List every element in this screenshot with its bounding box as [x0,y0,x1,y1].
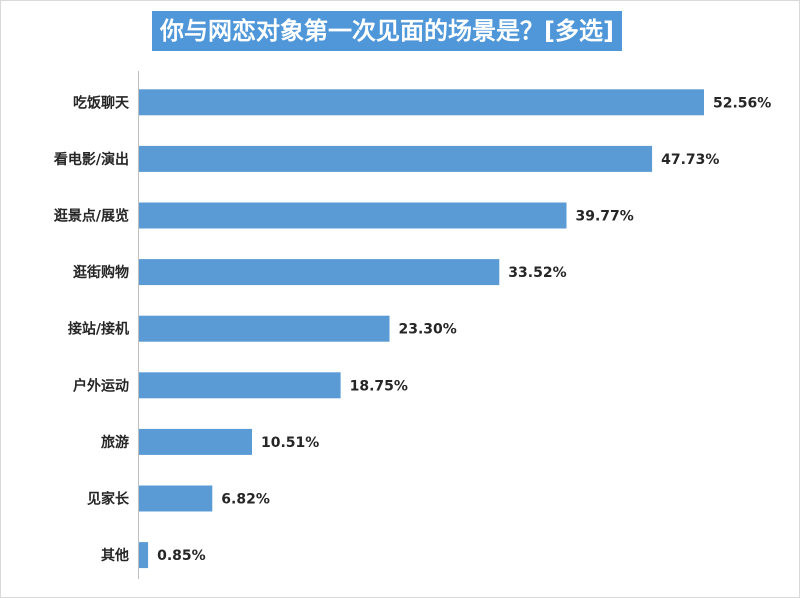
category-label-1: 看电影/演出 [53,151,129,168]
bar-0 [139,89,704,116]
value-label-7: 6.82% [221,492,270,508]
value-label-0: 52.56% [713,95,771,111]
bar-7 [139,485,213,512]
bar-5 [139,372,341,399]
category-label-5: 户外运动 [73,377,129,394]
bar-8 [139,542,149,569]
category-label-3: 逛街购物 [73,264,129,281]
bar-4 [139,315,390,342]
category-label-0: 吃饭聊天 [73,94,130,111]
chart-title: 你与网恋对象第一次见面的场景是？[多选] [152,11,622,51]
value-label-1: 47.73% [661,152,719,168]
bars-group [139,89,704,569]
bar-6 [139,428,252,455]
category-label-7: 见家长 [87,491,130,508]
value-label-4: 23.30% [399,322,457,338]
value-label-5: 18.75% [350,378,408,394]
value-label-6: 10.51% [261,435,319,451]
value-label-8: 0.85% [157,548,206,564]
category-label-2: 逛景点/展览 [54,208,129,225]
value-labels-group: 52.56% 47.73% 39.77% 33.52% 23.30% 18.75% 10.5… [157,95,771,564]
bar-2 [139,202,567,229]
bar-3 [139,259,500,286]
value-label-2: 39.77% [576,209,634,225]
category-label-6: 旅游 [101,434,129,451]
bar-1 [139,145,653,172]
category-label-8: 其他 [101,547,129,564]
category-label-4: 接站/接机 [68,321,129,338]
value-label-3: 33.52% [508,265,566,281]
